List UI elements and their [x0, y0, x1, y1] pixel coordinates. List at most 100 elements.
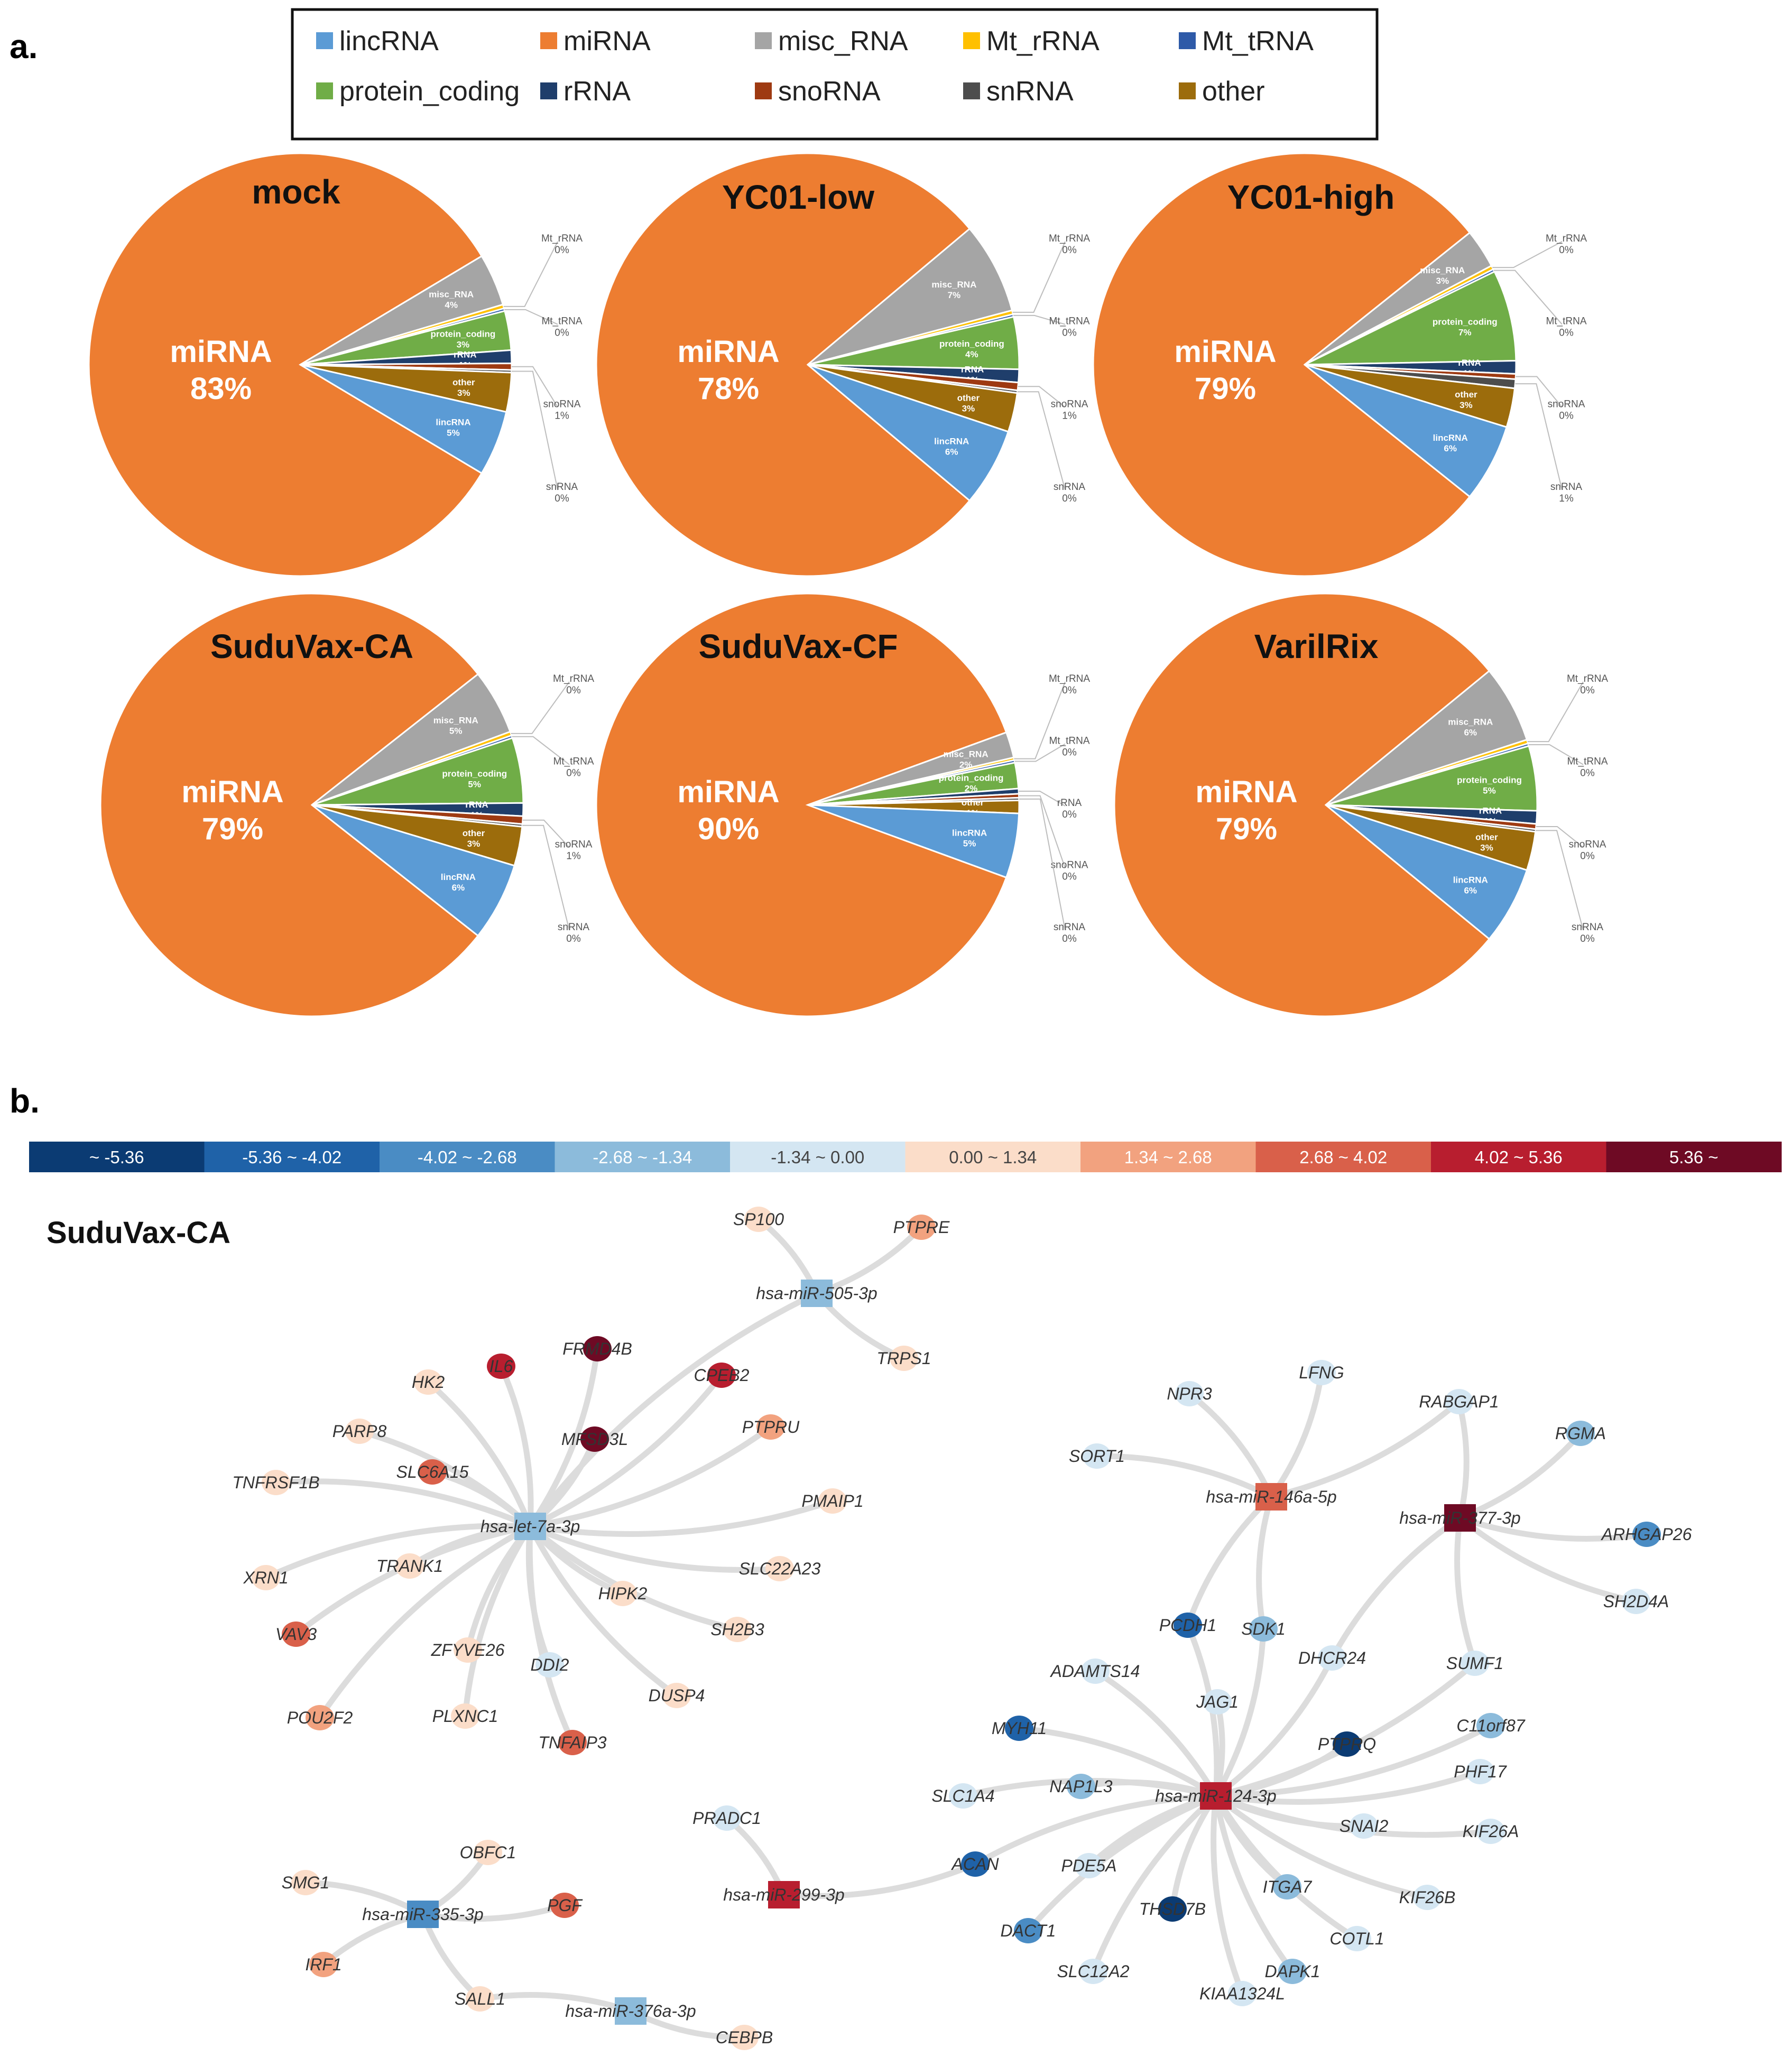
slice-pct-suduvax-cf-mt-trna: 0% — [1062, 747, 1077, 758]
gene-node-pradc1[interactable] — [713, 1805, 741, 1831]
gene-node-pou2f2[interactable] — [306, 1705, 334, 1730]
gene-node-sdk1[interactable] — [1249, 1616, 1278, 1642]
gene-node-cotl1[interactable] — [1343, 1926, 1371, 1951]
mirna-node-hsa-mir-299-3p[interactable] — [768, 1881, 800, 1908]
gene-node-cpeb2[interactable] — [707, 1363, 736, 1388]
edge-hsa-mir-124-3p-dhcr24 — [1213, 1655, 1335, 1799]
leader-line-varilrix-snorna — [1536, 826, 1584, 848]
colorbar-swatch-6 — [1080, 1142, 1256, 1172]
mirna-node-hsa-mir-124-3p[interactable] — [1200, 1782, 1232, 1810]
slice-label-suduvax-ca-rrna: rRNA — [465, 800, 488, 810]
gene-node-acan[interactable] — [961, 1851, 990, 1877]
slice-label-suduvax-cf-other: other — [962, 798, 984, 808]
gene-node-snai2[interactable] — [1350, 1813, 1378, 1839]
gene-node-zfyve26[interactable] — [454, 1637, 482, 1663]
gene-node-sh2b3[interactable] — [723, 1617, 752, 1642]
gene-node-sort1[interactable] — [1083, 1443, 1111, 1469]
gene-node-c11orf87[interactable] — [1476, 1713, 1505, 1738]
gene-node-dact1[interactable] — [1014, 1918, 1042, 1943]
leader-line-mock-snorna — [511, 366, 558, 407]
leader-line-yc01-high-snorna — [1516, 376, 1563, 407]
gene-node-thsd7b[interactable] — [1158, 1896, 1187, 1922]
mirna-node-hsa-mir-146a-5p[interactable] — [1255, 1483, 1287, 1511]
gene-node-cebpb[interactable] — [730, 2025, 759, 2050]
gene-node-hipk2[interactable] — [608, 1581, 637, 1606]
mirna-node-hsa-let-7a-3p[interactable] — [514, 1513, 546, 1540]
gene-node-ptprq[interactable] — [1333, 1731, 1361, 1757]
gene-node-ptpre[interactable] — [907, 1215, 936, 1240]
gene-node-slc1a4[interactable] — [949, 1783, 977, 1809]
slice-pct-yc01-high-misc-rna: 3% — [1436, 276, 1449, 286]
gene-node-kif26a[interactable] — [1476, 1819, 1505, 1844]
node-label-plxnc1: PLXNC1 — [432, 1707, 498, 1726]
gene-node-hk2[interactable] — [414, 1369, 442, 1395]
gene-node-myh11[interactable] — [1005, 1716, 1033, 1741]
gene-node-tnfaip3[interactable] — [558, 1730, 587, 1755]
node-label-adamts14: ADAMTS14 — [1050, 1662, 1140, 1681]
pie-main-pct-varilrix: 79% — [1216, 812, 1277, 846]
gene-node-npr3[interactable] — [1175, 1381, 1204, 1406]
gene-node-rabgap1[interactable] — [1445, 1389, 1473, 1414]
gene-node-sh2d4a[interactable] — [1622, 1589, 1650, 1614]
gene-node-sp100[interactable] — [744, 1207, 773, 1232]
node-label-kif26b: KIF26B — [1399, 1888, 1456, 1907]
gene-node-pgf[interactable] — [550, 1893, 579, 1918]
colorbar-swatch-4 — [730, 1142, 906, 1172]
gene-node-smg1[interactable] — [291, 1870, 320, 1895]
gene-node-lfng[interactable] — [1307, 1360, 1336, 1385]
gene-node-ptpru[interactable] — [756, 1414, 785, 1440]
gene-node-irf1[interactable] — [309, 1952, 338, 1977]
legend-swatch-snorna — [755, 82, 772, 99]
slice-pct-yc01-high-mt-rrna: 0% — [1559, 245, 1574, 256]
node-label-hsa-mir-377-3p: hsa-miR-377-3p — [1399, 1508, 1520, 1527]
gene-node-vav3[interactable] — [282, 1621, 310, 1647]
node-label-dact1: DACT1 — [1001, 1921, 1056, 1940]
gene-node-slc22a23[interactable] — [765, 1556, 794, 1581]
gene-node-dusp4[interactable] — [662, 1683, 691, 1708]
gene-node-trank1[interactable] — [395, 1553, 424, 1579]
gene-node-xrn1[interactable] — [252, 1565, 280, 1590]
gene-node-sall1[interactable] — [466, 1986, 494, 2012]
gene-node-pcdh1[interactable] — [1174, 1613, 1202, 1638]
gene-node-trps1[interactable] — [890, 1346, 918, 1371]
gene-node-mfsd3l[interactable] — [580, 1426, 609, 1452]
gene-node-slc6a15[interactable] — [418, 1459, 447, 1485]
leader-line-varilrix-mt-rrna — [1527, 681, 1584, 743]
gene-node-adamts14[interactable] — [1081, 1658, 1110, 1684]
gene-node-kiaa1324l[interactable] — [1228, 1981, 1257, 2006]
slice-pct-varilrix-other: 3% — [1480, 842, 1493, 853]
mirna-node-hsa-mir-377-3p[interactable] — [1444, 1504, 1476, 1532]
gene-node-phf17[interactable] — [1466, 1759, 1494, 1784]
legend-swatch-mt-rrna — [963, 32, 980, 49]
gene-node-arhgap26[interactable] — [1632, 1522, 1661, 1547]
gene-node-plxnc1[interactable] — [451, 1703, 479, 1729]
gene-node-ddi2[interactable] — [535, 1652, 564, 1678]
gene-node-slc12a2[interactable] — [1079, 1959, 1107, 1984]
node-label-rgma: RGMA — [1555, 1424, 1606, 1443]
gene-node-itga7[interactable] — [1273, 1874, 1301, 1900]
leader-line-mock-mt-rrna — [503, 241, 558, 307]
gene-node-pmaip1[interactable] — [818, 1488, 847, 1514]
gene-node-sumf1[interactable] — [1461, 1651, 1489, 1676]
gene-node-il6[interactable] — [487, 1354, 515, 1379]
gene-node-tnfrsf1b[interactable] — [262, 1470, 290, 1495]
gene-node-jag1[interactable] — [1203, 1689, 1232, 1715]
mirna-node-hsa-mir-335-3p[interactable] — [407, 1901, 439, 1928]
gene-node-kif26b[interactable] — [1413, 1885, 1442, 1910]
gene-node-dapk1[interactable] — [1278, 1959, 1307, 1984]
mirna-node-hsa-mir-376a-3p[interactable] — [615, 1997, 646, 2025]
gene-node-obfc1[interactable] — [474, 1840, 502, 1865]
node-label-kif26a: KIF26A — [1463, 1822, 1519, 1841]
slice-label-suduvax-cf-protein-coding: protein_coding — [939, 773, 1004, 783]
gene-node-dhcr24[interactable] — [1318, 1645, 1346, 1671]
gene-node-nap1l3[interactable] — [1067, 1774, 1095, 1799]
node-label-hsa-let-7a-3p: hsa-let-7a-3p — [481, 1517, 580, 1536]
gene-node-frmd4b[interactable] — [583, 1336, 612, 1361]
gene-node-parp8[interactable] — [345, 1419, 374, 1444]
node-label-lfng: LFNG — [1299, 1363, 1344, 1382]
legend-label-misc-rna: misc_RNA — [778, 26, 908, 57]
edge-hsa-mir-124-3p-slc12a2 — [1090, 1793, 1219, 1975]
gene-node-pde5a[interactable] — [1075, 1853, 1103, 1878]
gene-node-rgma[interactable] — [1566, 1421, 1595, 1446]
mirna-node-hsa-mir-505-3p[interactable] — [801, 1280, 833, 1307]
